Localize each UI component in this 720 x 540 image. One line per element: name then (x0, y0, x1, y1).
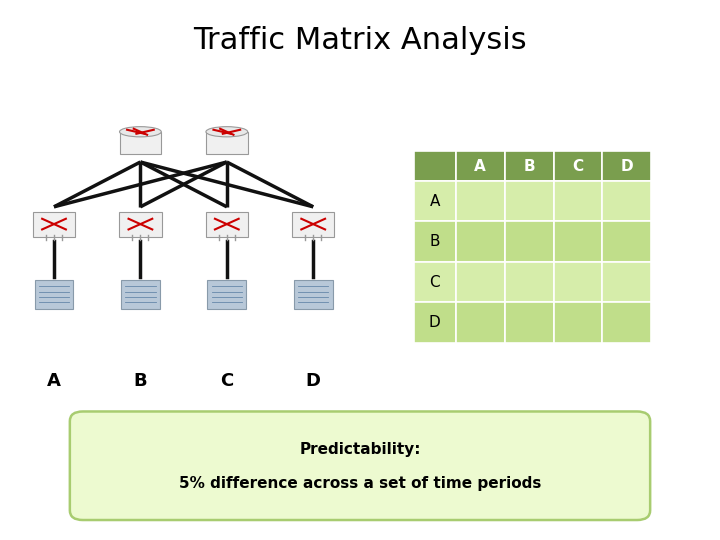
FancyBboxPatch shape (603, 262, 652, 302)
FancyBboxPatch shape (414, 221, 456, 262)
Text: C: C (430, 275, 440, 289)
FancyBboxPatch shape (294, 280, 333, 309)
FancyBboxPatch shape (603, 181, 652, 221)
Text: A: A (47, 372, 61, 390)
FancyBboxPatch shape (120, 212, 162, 237)
FancyBboxPatch shape (603, 302, 652, 343)
FancyBboxPatch shape (35, 280, 73, 309)
FancyBboxPatch shape (554, 221, 603, 262)
FancyBboxPatch shape (414, 302, 456, 343)
Text: A: A (430, 194, 440, 208)
FancyBboxPatch shape (603, 151, 652, 181)
FancyBboxPatch shape (554, 151, 603, 181)
FancyBboxPatch shape (414, 262, 456, 302)
FancyBboxPatch shape (414, 151, 456, 181)
Text: B: B (134, 372, 147, 390)
FancyBboxPatch shape (505, 181, 554, 221)
Text: B: B (523, 159, 535, 173)
FancyBboxPatch shape (603, 221, 652, 262)
FancyBboxPatch shape (121, 280, 160, 309)
Text: D: D (429, 315, 441, 330)
FancyBboxPatch shape (456, 221, 505, 262)
Ellipse shape (206, 127, 248, 137)
FancyBboxPatch shape (33, 212, 75, 237)
Text: A: A (474, 159, 486, 173)
FancyBboxPatch shape (505, 221, 554, 262)
Text: Predictability:: Predictability: (300, 442, 420, 457)
Ellipse shape (120, 127, 161, 137)
FancyBboxPatch shape (554, 262, 603, 302)
FancyBboxPatch shape (554, 181, 603, 221)
FancyBboxPatch shape (292, 212, 334, 237)
FancyBboxPatch shape (505, 302, 554, 343)
FancyBboxPatch shape (505, 151, 554, 181)
FancyBboxPatch shape (414, 181, 456, 221)
Text: C: C (220, 372, 233, 390)
Text: B: B (430, 234, 440, 249)
Text: D: D (621, 159, 634, 173)
Text: C: C (572, 159, 584, 173)
FancyBboxPatch shape (207, 280, 246, 309)
Text: D: D (306, 372, 320, 390)
FancyBboxPatch shape (70, 411, 650, 520)
FancyBboxPatch shape (456, 302, 505, 343)
FancyBboxPatch shape (456, 181, 505, 221)
FancyBboxPatch shape (505, 262, 554, 302)
FancyBboxPatch shape (456, 262, 505, 302)
Text: 5% difference across a set of time periods: 5% difference across a set of time perio… (179, 476, 541, 491)
FancyBboxPatch shape (206, 132, 248, 154)
Text: Traffic Matrix Analysis: Traffic Matrix Analysis (193, 26, 527, 55)
FancyBboxPatch shape (456, 151, 505, 181)
FancyBboxPatch shape (554, 302, 603, 343)
FancyBboxPatch shape (206, 212, 248, 237)
FancyBboxPatch shape (120, 132, 161, 154)
